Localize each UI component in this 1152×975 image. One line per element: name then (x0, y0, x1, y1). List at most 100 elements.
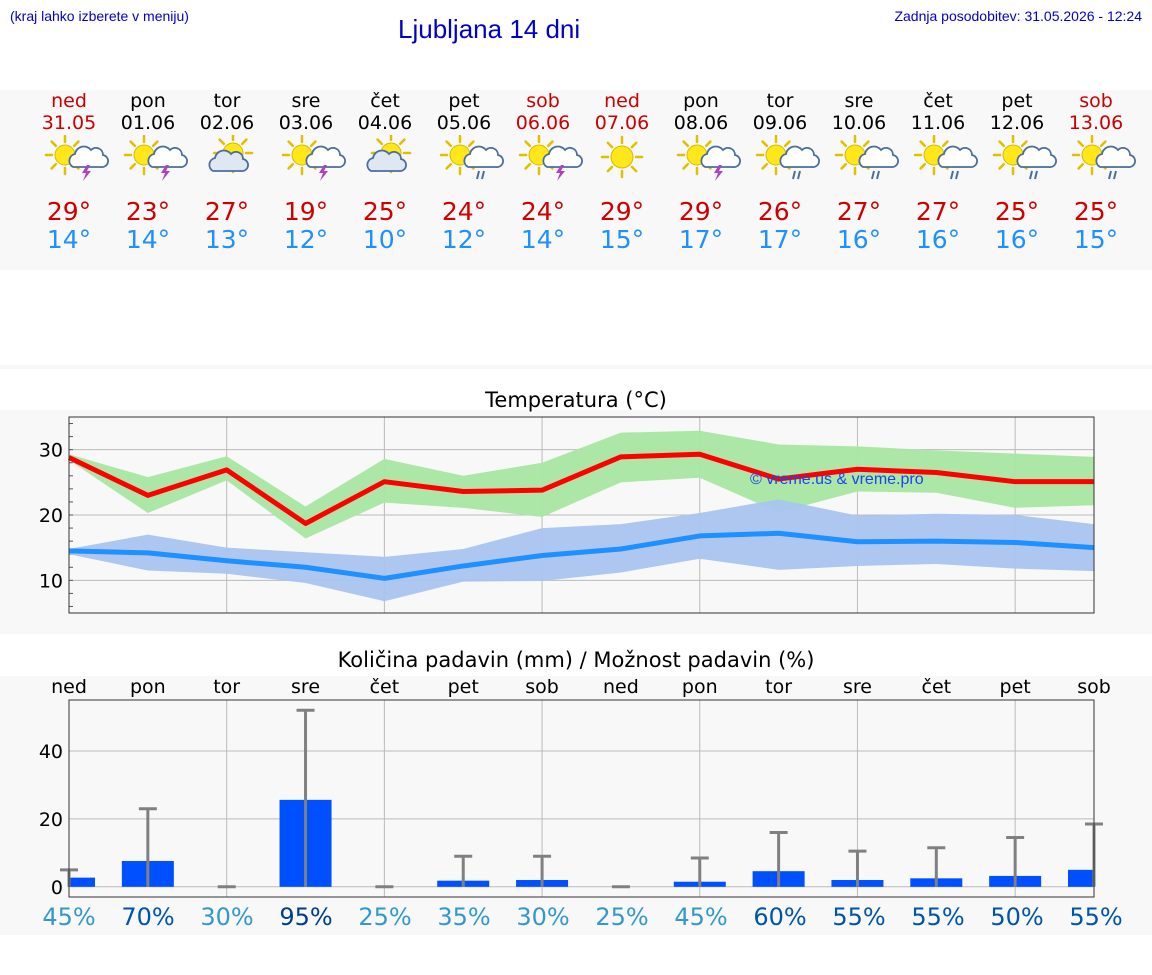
min-temp: 16° (836, 225, 882, 254)
sun-cloud-rain-icon (1056, 135, 1136, 195)
day-name: tor (213, 90, 241, 112)
day-name: čet (370, 90, 400, 112)
day-date: 04.06 (357, 112, 413, 134)
day-date: 01.06 (120, 112, 176, 134)
day-date: 10.06 (831, 112, 887, 134)
sun-cloud-rain-icon (977, 135, 1057, 195)
x-tick-label: sre (843, 676, 872, 698)
max-temp: 25° (362, 197, 408, 226)
precip-chance: 25% (358, 903, 412, 931)
day-date: 05.06 (436, 112, 492, 134)
precip-chance: 45% (674, 903, 728, 931)
max-temp: 23° (125, 197, 171, 226)
max-temp-line (67, 451, 1094, 526)
day-name: čet (923, 90, 953, 112)
x-tick-label: tor (213, 676, 240, 698)
x-tick-label: pon (682, 676, 718, 698)
day-name: pet (448, 90, 480, 112)
max-temp: 29° (46, 197, 92, 226)
x-tick-label: čet (922, 676, 952, 698)
precip-chance: 60% (753, 903, 807, 931)
day-date: 08.06 (673, 112, 729, 134)
y-tick-label: 30 (39, 440, 63, 462)
plot-frame (68, 699, 1095, 898)
x-tick-label: pet (1000, 676, 1031, 698)
max-temp: 27° (836, 197, 882, 226)
min-temp: 14° (125, 225, 171, 254)
max-temp: 25° (1073, 197, 1119, 226)
precip-chance: 30% (516, 903, 570, 931)
sun-cloud-rain-icon (740, 135, 820, 195)
precip-chance: 45% (42, 903, 96, 931)
last-updated: Zadnja posodobitev: 31.05.2026 - 12:24 (894, 8, 1142, 24)
sun-cloud-thunder-icon (661, 135, 741, 195)
min-temp: 14° (46, 225, 92, 254)
day-name: sob (1079, 90, 1113, 112)
day-name: ned (51, 90, 87, 112)
max-temp: 24° (520, 197, 566, 226)
min-temp: 12° (283, 225, 329, 254)
day-name: pon (130, 90, 166, 112)
precipitation-chart: ned pon tor sre čet pet sob ned pon tor sre čet pet s… (39, 676, 1111, 899)
day-date: 13.06 (1068, 112, 1124, 134)
temperature-chart: 10 20 30 © vreme.us & vreme.pro (39, 416, 1095, 614)
day-date: 07.06 (594, 112, 650, 134)
min-temp: 13° (204, 225, 250, 254)
sun-cloud-thunder-icon (266, 135, 346, 195)
y-tick-label: 20 (39, 809, 63, 831)
min-temp: 12° (441, 225, 487, 254)
day-name: pet (1001, 90, 1033, 112)
x-tick-label: čet (370, 676, 400, 698)
y-tick-label: 10 (39, 570, 63, 592)
min-temp: 17° (678, 225, 724, 254)
min-temp: 10° (362, 225, 408, 254)
sun-icon (582, 135, 662, 195)
precip-chance: 35% (437, 903, 491, 931)
page-title: Ljubljana 14 dni (398, 14, 581, 44)
min-temp: 15° (599, 225, 645, 254)
day-name: sre (291, 90, 321, 112)
day-date: 06.06 (515, 112, 571, 134)
sun-cloud-rain-icon (898, 135, 978, 195)
x-tick-label: sob (525, 676, 559, 698)
day-name: pon (683, 90, 719, 112)
spacer-band (0, 365, 1152, 369)
day-name: sob (526, 90, 560, 112)
day-date: 12.06 (989, 112, 1045, 134)
location-hint: (kraj lahko izberete v meniju) (10, 8, 189, 24)
day-name: sre (844, 90, 874, 112)
day-date: 11.06 (910, 112, 966, 134)
sun-cloud-thunder-icon (29, 135, 109, 195)
precip-bar (69, 877, 95, 887)
precipitation-chart-title: Količina padavin (mm) / Možnost padavin … (337, 648, 815, 672)
sun-cloud-icon (345, 135, 425, 195)
sun-cloud-rain-icon (819, 135, 899, 195)
precip-bar (1068, 869, 1094, 887)
x-tick-label: sre (291, 676, 320, 698)
precip-chance: 55% (832, 903, 886, 931)
max-temp: 19° (283, 197, 329, 226)
min-temp: 17° (757, 225, 803, 254)
y-tick-label: 0 (51, 877, 63, 899)
sun-cloud-thunder-icon (108, 135, 188, 195)
precip-chance: 70% (121, 903, 175, 931)
x-tick-label: ned (51, 676, 87, 698)
sun-cloud-thunder-icon (503, 135, 583, 195)
day-name: tor (766, 90, 794, 112)
plot-area (69, 700, 1094, 897)
precip-chance: 25% (595, 903, 649, 931)
max-temp: 26° (757, 197, 803, 226)
precip-chance: 55% (1069, 903, 1123, 931)
max-temp: 29° (678, 197, 724, 226)
x-tick-label: pon (130, 676, 166, 698)
min-temp: 14° (520, 225, 566, 254)
y-tick-label: 40 (39, 741, 63, 763)
day-date: 03.06 (278, 112, 334, 134)
day-date: 09.06 (752, 112, 808, 134)
max-temp: 29° (599, 197, 645, 226)
y-tick-label: 20 (39, 505, 63, 527)
precip-chance: 50% (990, 903, 1044, 931)
max-temp: 27° (204, 197, 250, 226)
watermark: © vreme.us & vreme.pro (750, 471, 924, 488)
precip-chance: 95% (279, 903, 333, 931)
